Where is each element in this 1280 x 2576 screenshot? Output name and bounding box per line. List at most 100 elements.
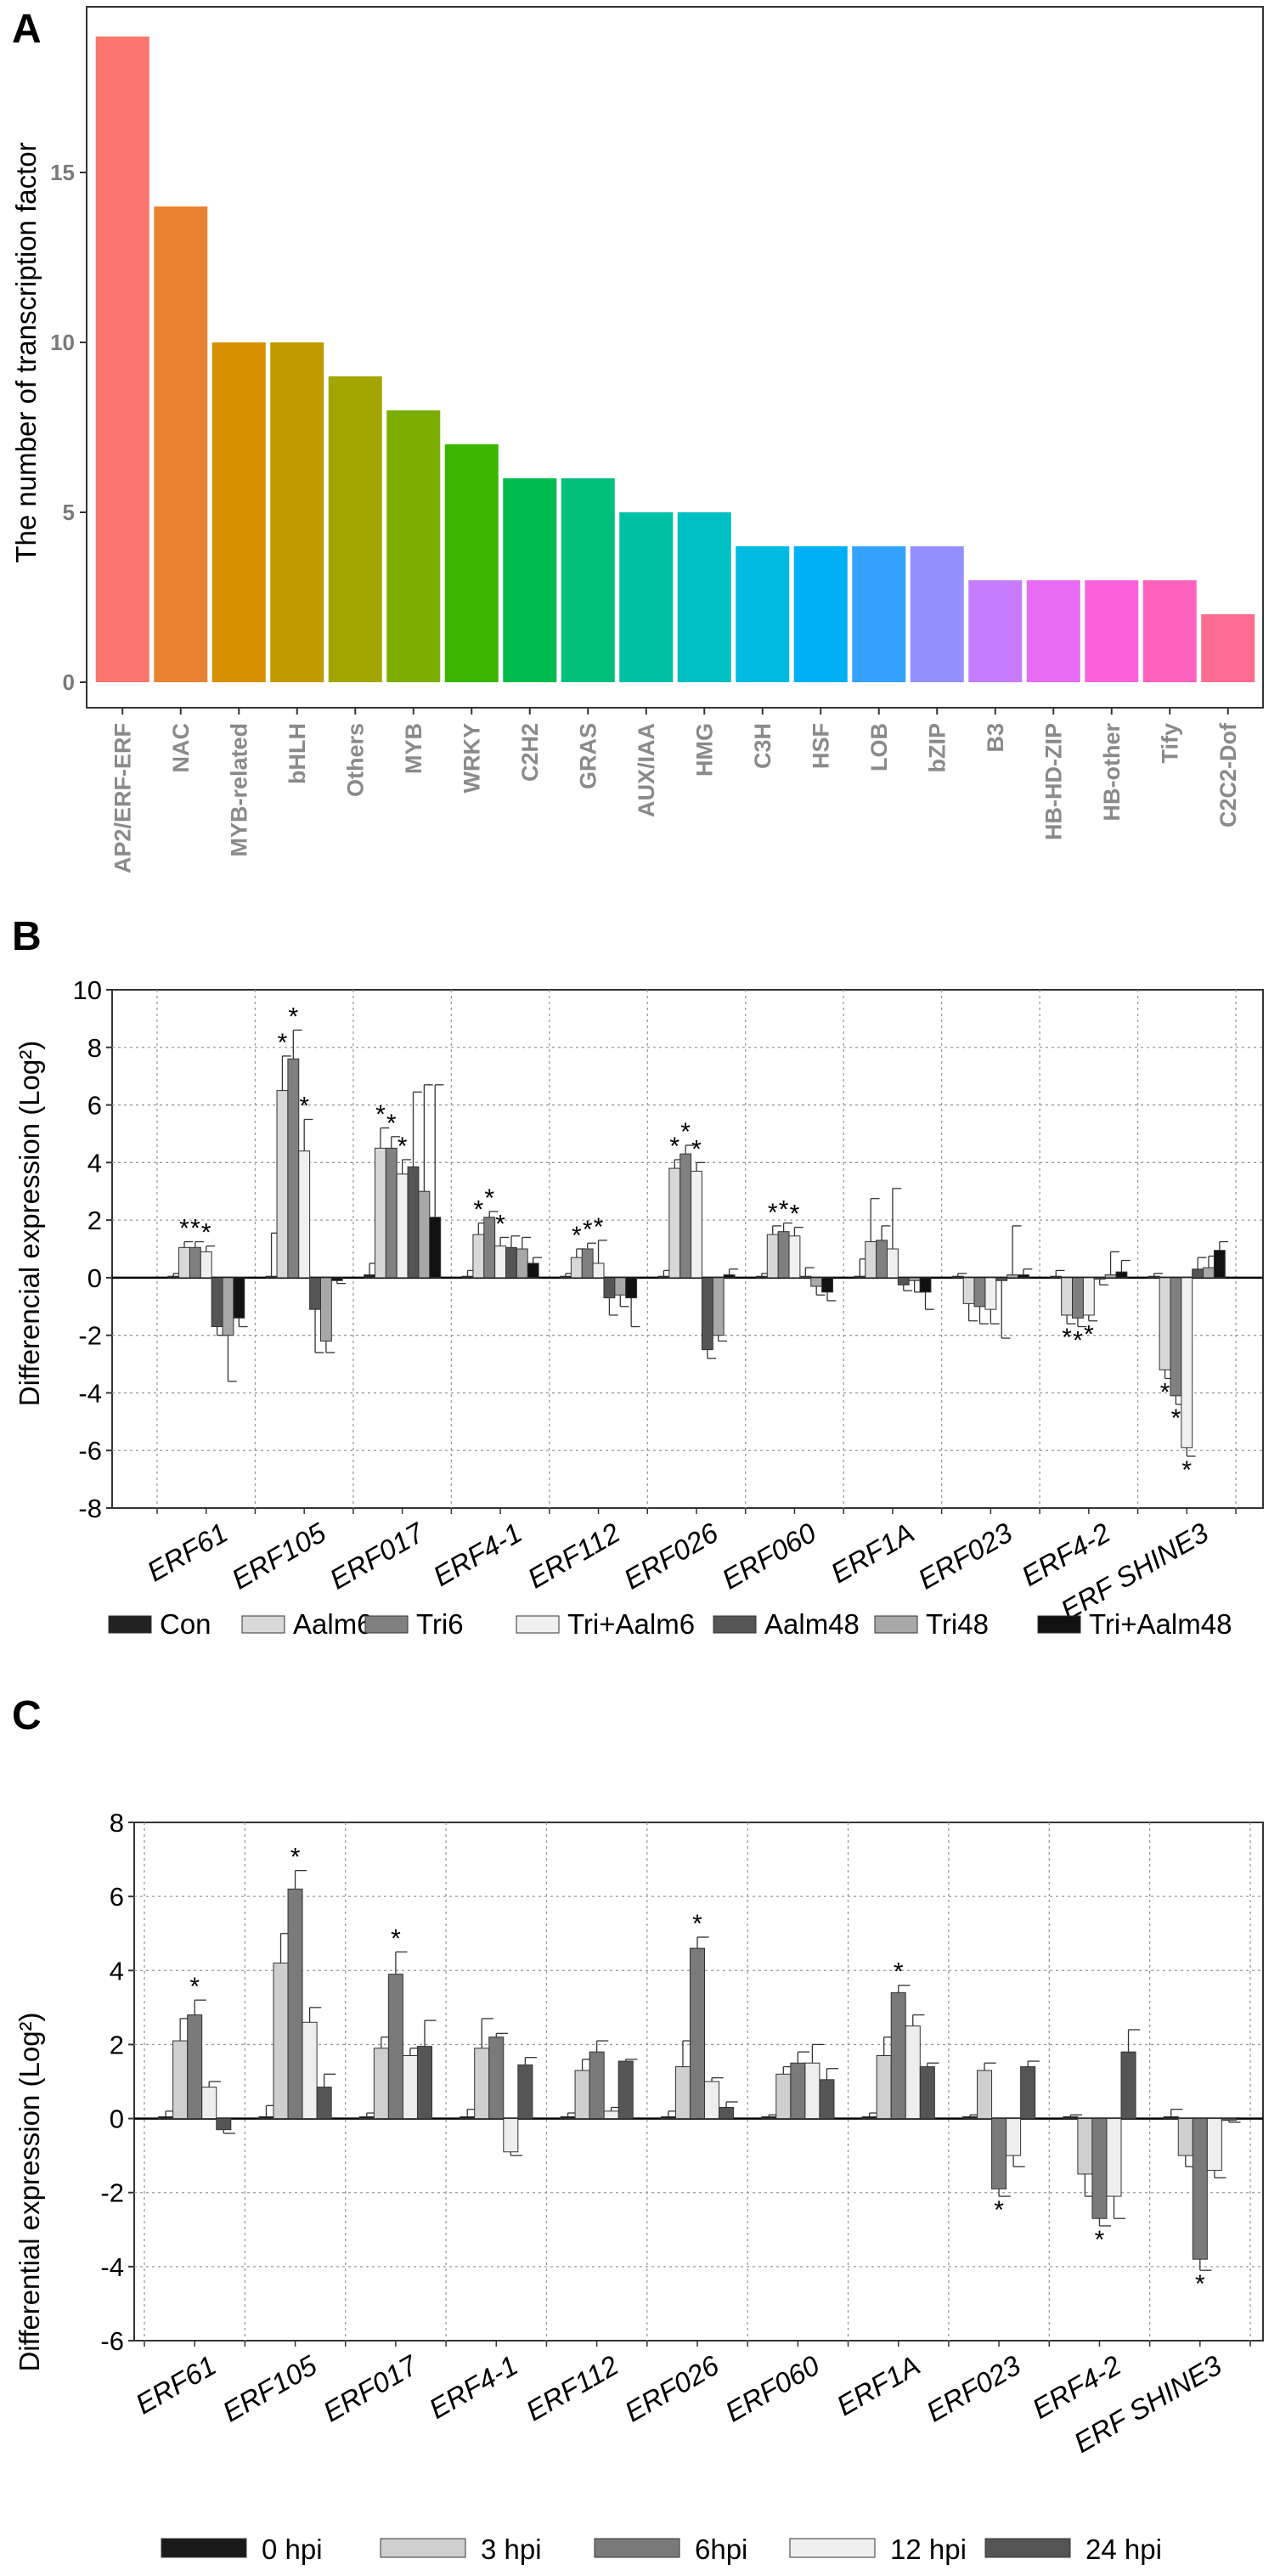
chart-b-bar: [418, 1190, 431, 1279]
chart-a-bar: [95, 37, 149, 682]
chart-a-category-label: LOB: [866, 723, 892, 771]
chart-c-bar: [387, 1974, 403, 2120]
chart-b-bar: [984, 1277, 997, 1310]
chart-a-category-label: AUX/IAA: [634, 723, 659, 817]
chart-a-bar: [503, 478, 557, 682]
chart-b-significance-star: *: [179, 1215, 189, 1243]
chart-b-bar: [691, 1171, 702, 1279]
chart-b-bar: [309, 1277, 321, 1310]
chart-b-bar: [1192, 1268, 1204, 1279]
chart-b-significance-star: *: [1073, 1327, 1083, 1355]
chart-b-significance-star: *: [1160, 1379, 1170, 1407]
chart-b-significance-star: *: [1062, 1324, 1072, 1352]
chart-b-significance-star: *: [594, 1213, 604, 1241]
chart-a-category-label: C2C2-Dof: [1215, 722, 1241, 828]
chart-a-ytick-label: 5: [63, 500, 75, 525]
chart-b-bar: [766, 1234, 779, 1279]
chart-c-legend-swatch: [594, 2538, 680, 2558]
chart-c-bar: [991, 2118, 1007, 2189]
chart-b-ytick-label: -4: [78, 1378, 102, 1408]
chart-c-ytick-label: 4: [110, 1956, 124, 1986]
chart-b-bar: [865, 1241, 877, 1279]
chart-b-bar: [1213, 1250, 1226, 1279]
chart-c-category-label: ERF017: [318, 2348, 424, 2427]
chart-c-ylabel: Differential expression (Log²): [14, 2012, 45, 2371]
chart-a: 0 5 10 15 AP2/ERF-ERF NAC MYB-related bHLH Other…: [50, 37, 1255, 873]
chart-b-ytick-label: -6: [78, 1436, 102, 1466]
chart-b-bar: [592, 1263, 605, 1279]
chart-c-bar: [1120, 2051, 1136, 2120]
chart-a-bar: [736, 546, 790, 682]
chart-b-bar: [919, 1277, 932, 1293]
chart-a-category-label: MYB-related: [226, 723, 251, 857]
chart-c-bar: [187, 2014, 203, 2120]
chart-c-category-label: ERF105: [217, 2349, 323, 2428]
chart-b-bar: [1007, 1274, 1019, 1279]
chart-c-bar: [316, 2087, 332, 2120]
chart-b-category-label: ERF105: [226, 1517, 331, 1596]
chart-c-bar: [876, 2055, 892, 2120]
chart-b-frame: [111, 989, 1264, 1509]
chart-b-bar: [973, 1277, 986, 1308]
chart-c-bar: [1063, 2116, 1079, 2120]
chart-b-bar: [189, 1246, 201, 1279]
chart-b-bar: [886, 1248, 899, 1279]
chart-c-bar: [574, 2070, 590, 2120]
chart-c-bar: [919, 2066, 935, 2120]
chart-a-category-label: NAC: [168, 723, 194, 773]
chart-b-bar: [799, 1275, 812, 1279]
chart-b-significance-star: *: [768, 1199, 778, 1227]
chart-b-ytick-label: 2: [87, 1206, 102, 1235]
chart-b-category-label: ERF017: [324, 1516, 431, 1595]
chart-b-bar: [1159, 1277, 1171, 1370]
chart-b-bar: [265, 1275, 278, 1279]
chart-a-bar: [793, 546, 848, 682]
chart-c-significance-star: *: [894, 1958, 904, 1986]
chart-c-category-label: ERF1A: [832, 2349, 926, 2421]
chart-b-legend-swatch: [516, 1615, 560, 1634]
chart-a-frame: [86, 6, 1264, 709]
chart-c-bar: [201, 2087, 217, 2120]
chart-a-category-label: C3H: [750, 723, 775, 769]
chart-b-bar: [614, 1277, 627, 1296]
chart-c-bar: [674, 2066, 691, 2120]
chart-b-bar: [560, 1275, 572, 1279]
chart-c-legend-label: 24 hpi: [1085, 2534, 1162, 2565]
chart-a-ytick-label: 15: [50, 160, 75, 185]
chart-b-legend-swatch: [364, 1615, 409, 1634]
panel-a-label: A: [12, 7, 42, 52]
chart-b-significance-star: *: [779, 1196, 789, 1224]
chart-b-significance-star: *: [495, 1210, 505, 1238]
chart-a-category-label: WRKY: [459, 723, 484, 794]
chart-c-legend-label: 12 hpi: [890, 2534, 967, 2565]
chart-b-legend-label: Tri48: [926, 1608, 989, 1640]
chart-b-bar: [951, 1275, 964, 1279]
chart-c-category-label: ERF4-1: [424, 2349, 523, 2425]
chart-b-bar: [472, 1234, 485, 1279]
chart-c-bar: [1091, 2118, 1108, 2219]
chart-c-bar: [1006, 2118, 1022, 2156]
chart-b-bar: [178, 1246, 190, 1279]
chart-a-category-label: GRAS: [575, 723, 601, 789]
chart-b-bar: [385, 1147, 398, 1279]
chart-c-bar: [1206, 2118, 1222, 2172]
chart-c-ytick-label: 6: [110, 1882, 124, 1912]
chart-c-bar: [273, 1963, 289, 2120]
chart-c-ytick-label: 2: [110, 2030, 124, 2059]
chart-b-significance-star: *: [474, 1196, 484, 1224]
chart-c-bar: [1020, 2066, 1036, 2120]
chart-b-significance-star: *: [1181, 1456, 1192, 1484]
chart-c-bar: [416, 2046, 433, 2120]
chart-b-legend-label: Con: [160, 1608, 211, 1640]
chart-b-legend: Con Aalm6 Tri6 Tri+Aalm6 Aalm48 Tri48 Tri+Aalm…: [108, 1608, 1232, 1640]
chart-a-bar: [910, 546, 964, 682]
chart-b-bar: [429, 1217, 442, 1279]
chart-b-bar: [908, 1277, 921, 1281]
chart-b: -8-6-4-20246810ERF61ERF105ERF017ERF4-1ER…: [73, 975, 1263, 1626]
chart-a-category-label: HB-other: [1099, 723, 1125, 822]
chart-c-bar: [719, 2107, 735, 2120]
chart-c-bar: [804, 2062, 820, 2120]
chart-b-bar: [330, 1277, 343, 1281]
chart-b-category-label: ERF61: [142, 1517, 233, 1587]
chart-a-category-label: B3: [983, 723, 1008, 753]
